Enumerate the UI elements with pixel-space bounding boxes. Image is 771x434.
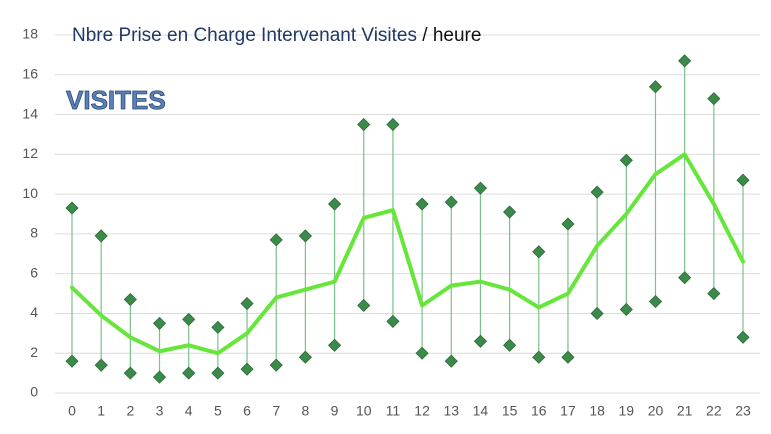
marker — [269, 233, 283, 247]
title-main: Nbre Prise en Charge Intervenant Visites — [72, 25, 417, 46]
annotation: VISITES — [66, 85, 166, 115]
y-tick-label: 8 — [30, 225, 38, 241]
marker — [561, 217, 575, 231]
marker — [94, 358, 108, 372]
marker — [736, 330, 750, 344]
marker — [211, 320, 225, 334]
marker — [678, 54, 692, 68]
marker — [269, 358, 283, 372]
x-tick-label: 8 — [301, 403, 309, 419]
marker — [65, 201, 79, 215]
marker — [503, 338, 517, 352]
x-tick-label: 0 — [68, 403, 76, 419]
x-tick-label: 3 — [156, 403, 164, 419]
marker — [736, 173, 750, 187]
x-tick-label: 23 — [735, 403, 751, 419]
marker — [298, 229, 312, 243]
x-tick-label: 16 — [531, 403, 547, 419]
marker — [152, 316, 167, 330]
marker — [182, 366, 196, 380]
y-tick-label: 18 — [22, 26, 38, 42]
marker — [561, 350, 575, 364]
marker — [590, 185, 604, 199]
marker — [94, 229, 108, 243]
x-tick-label: 15 — [502, 403, 518, 419]
marker — [415, 197, 429, 211]
marker — [648, 294, 663, 309]
marker — [415, 346, 429, 360]
y-tick-label: 16 — [22, 65, 38, 81]
x-tick-label: 14 — [473, 403, 489, 419]
x-tick-label: 9 — [331, 403, 339, 419]
x-tick-label: 17 — [560, 403, 576, 419]
marker — [327, 338, 342, 352]
series-line — [70, 152, 745, 356]
x-tick-label: 10 — [356, 403, 372, 419]
marker — [532, 350, 546, 364]
marker — [473, 334, 488, 348]
y-tick-label: 4 — [30, 304, 38, 320]
y-tick-label: 10 — [22, 185, 38, 201]
x-tick-label: 1 — [97, 403, 105, 419]
marker — [298, 350, 312, 364]
y-tick-label: 2 — [30, 344, 38, 360]
y-tick-label: 12 — [22, 145, 38, 161]
marker — [503, 205, 517, 219]
x-tick-label: 18 — [589, 403, 605, 419]
marker — [327, 197, 342, 211]
marker — [123, 292, 137, 307]
x-tick-label: 6 — [243, 403, 251, 419]
marker — [444, 354, 458, 368]
x-tick-label: 12 — [414, 403, 430, 419]
chart-title: Nbre Prise en Charge Intervenant Visites… — [72, 25, 481, 46]
marker — [619, 153, 633, 167]
y-tick-label: 14 — [22, 105, 38, 121]
marker — [65, 354, 79, 368]
x-tick-label: 2 — [126, 403, 134, 419]
marker — [590, 306, 604, 321]
x-tick-label: 5 — [214, 403, 222, 419]
marker — [386, 117, 400, 132]
marker — [357, 117, 371, 132]
title-suffix: / heure — [422, 25, 481, 46]
marker — [619, 302, 633, 317]
marker — [240, 362, 254, 376]
marker — [123, 366, 137, 380]
y-tick-label: 0 — [30, 384, 38, 400]
marker — [532, 245, 546, 259]
y-tick-label: 6 — [30, 264, 38, 280]
x-tick-label: 13 — [443, 403, 459, 419]
x-tick-label: 7 — [272, 403, 280, 419]
marker — [240, 296, 254, 311]
marker — [707, 92, 721, 106]
marker — [648, 80, 663, 94]
marker — [386, 314, 400, 328]
marker — [182, 312, 196, 326]
x-tick-label: 11 — [386, 403, 401, 419]
marker — [678, 271, 692, 285]
marker — [152, 370, 167, 384]
x-tick-label: 22 — [706, 403, 722, 419]
x-tick-label: 21 — [677, 403, 693, 419]
x-tick-label: 19 — [619, 403, 635, 419]
x-tick-label: 20 — [648, 403, 664, 419]
x-tick-label: 4 — [185, 403, 193, 419]
marker — [444, 195, 458, 209]
marker — [707, 286, 721, 301]
marker — [357, 298, 371, 313]
marker — [211, 366, 225, 380]
marker — [473, 181, 488, 195]
